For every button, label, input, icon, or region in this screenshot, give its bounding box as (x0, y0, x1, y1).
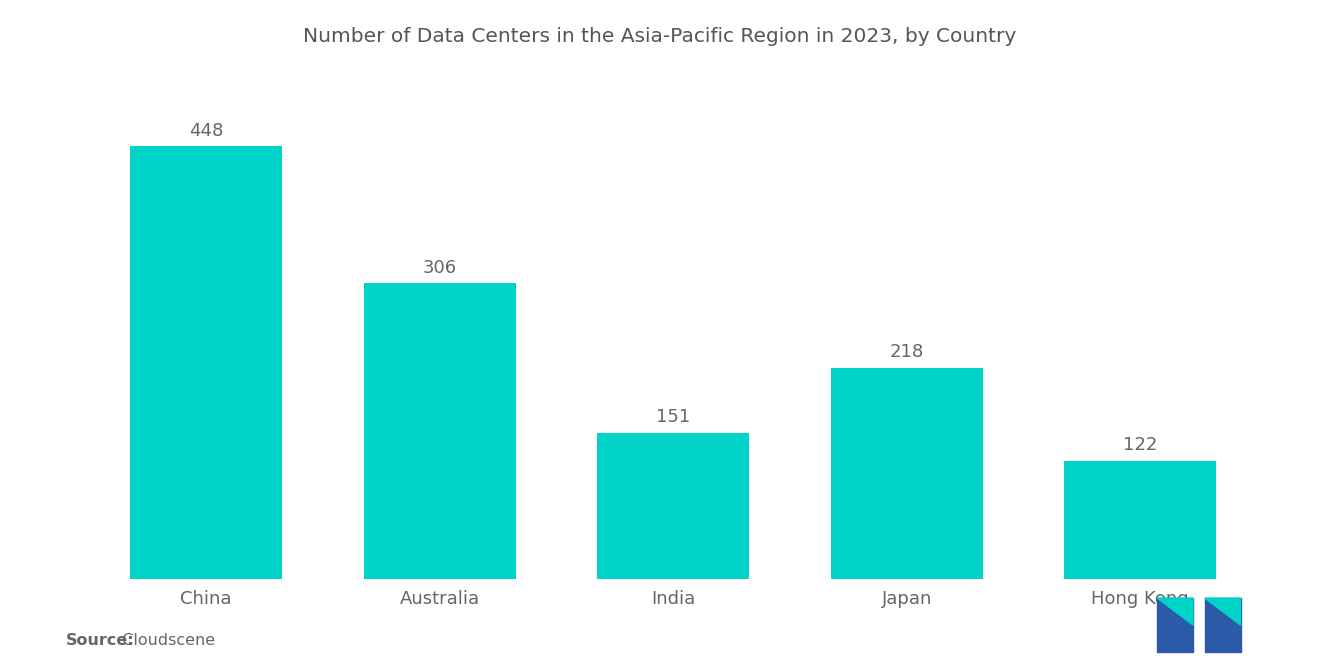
Bar (830, 368, 982, 579)
Text: Source:: Source: (66, 633, 135, 648)
Text: 151: 151 (656, 408, 690, 426)
Bar (598, 433, 750, 579)
Bar (1064, 461, 1216, 579)
Text: Cloudscene: Cloudscene (112, 633, 215, 648)
Polygon shape (1205, 598, 1241, 625)
Text: 306: 306 (422, 259, 457, 277)
Text: Number of Data Centers in the Asia-Pacific Region in 2023, by Country: Number of Data Centers in the Asia-Pacif… (304, 27, 1016, 46)
Polygon shape (1205, 598, 1241, 652)
Polygon shape (1158, 598, 1193, 652)
Polygon shape (1158, 598, 1193, 625)
Bar (364, 283, 516, 579)
Text: 218: 218 (890, 343, 924, 362)
Text: 122: 122 (1123, 436, 1158, 454)
Text: 448: 448 (189, 122, 223, 140)
Bar (131, 146, 282, 579)
